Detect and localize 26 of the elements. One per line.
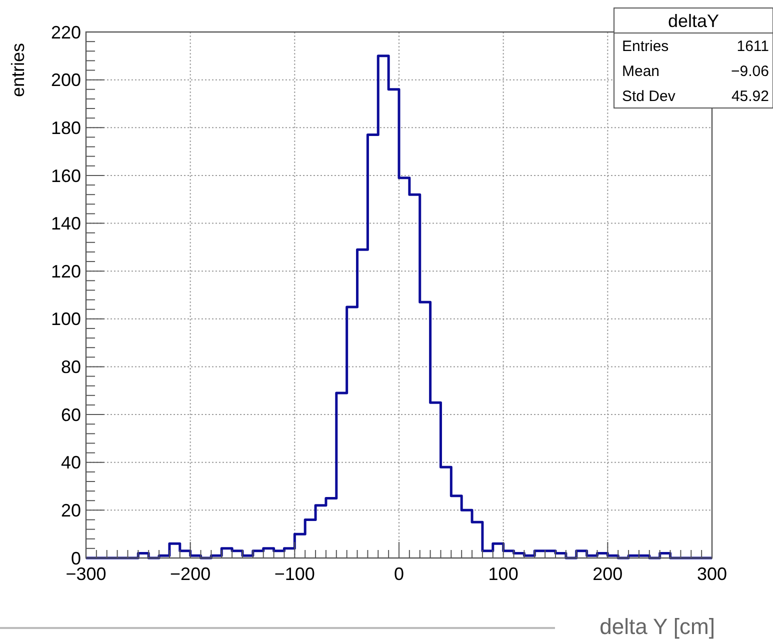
y-tick-label: 100 bbox=[50, 309, 81, 330]
x-tick-label: 300 bbox=[696, 564, 728, 584]
x-tick-label: −200 bbox=[170, 564, 211, 584]
y-tick-label: 140 bbox=[50, 214, 81, 234]
x-tick-label: 200 bbox=[592, 564, 623, 584]
y-tick-label: 200 bbox=[50, 70, 81, 90]
y-tick-label: 220 bbox=[50, 22, 81, 42]
y-tick-label: 20 bbox=[60, 500, 81, 520]
y-tick-label: 120 bbox=[50, 261, 81, 282]
annotation: Mean bbox=[622, 62, 660, 80]
y-tick-label: 80 bbox=[60, 357, 81, 378]
y-tick-label: 60 bbox=[60, 404, 81, 425]
x-tick-label: −100 bbox=[274, 564, 315, 584]
y-tick-label: 40 bbox=[60, 452, 81, 473]
y-tick-label: 160 bbox=[50, 166, 81, 186]
text: deltaY bbox=[668, 10, 720, 31]
x-axis-title: delta Y [cm] bbox=[600, 614, 715, 639]
x-tick-label: 100 bbox=[488, 564, 518, 584]
annotation: Entries bbox=[622, 38, 669, 55]
text: 45.92 bbox=[731, 88, 769, 105]
annotation: Std Dev bbox=[622, 88, 676, 105]
x-tick-label: 0 bbox=[394, 564, 404, 584]
y-tick-label: 180 bbox=[50, 118, 81, 138]
y-axis-title: entries bbox=[8, 42, 28, 98]
text: 1611 bbox=[736, 38, 769, 55]
text: −9.06 bbox=[731, 62, 769, 80]
